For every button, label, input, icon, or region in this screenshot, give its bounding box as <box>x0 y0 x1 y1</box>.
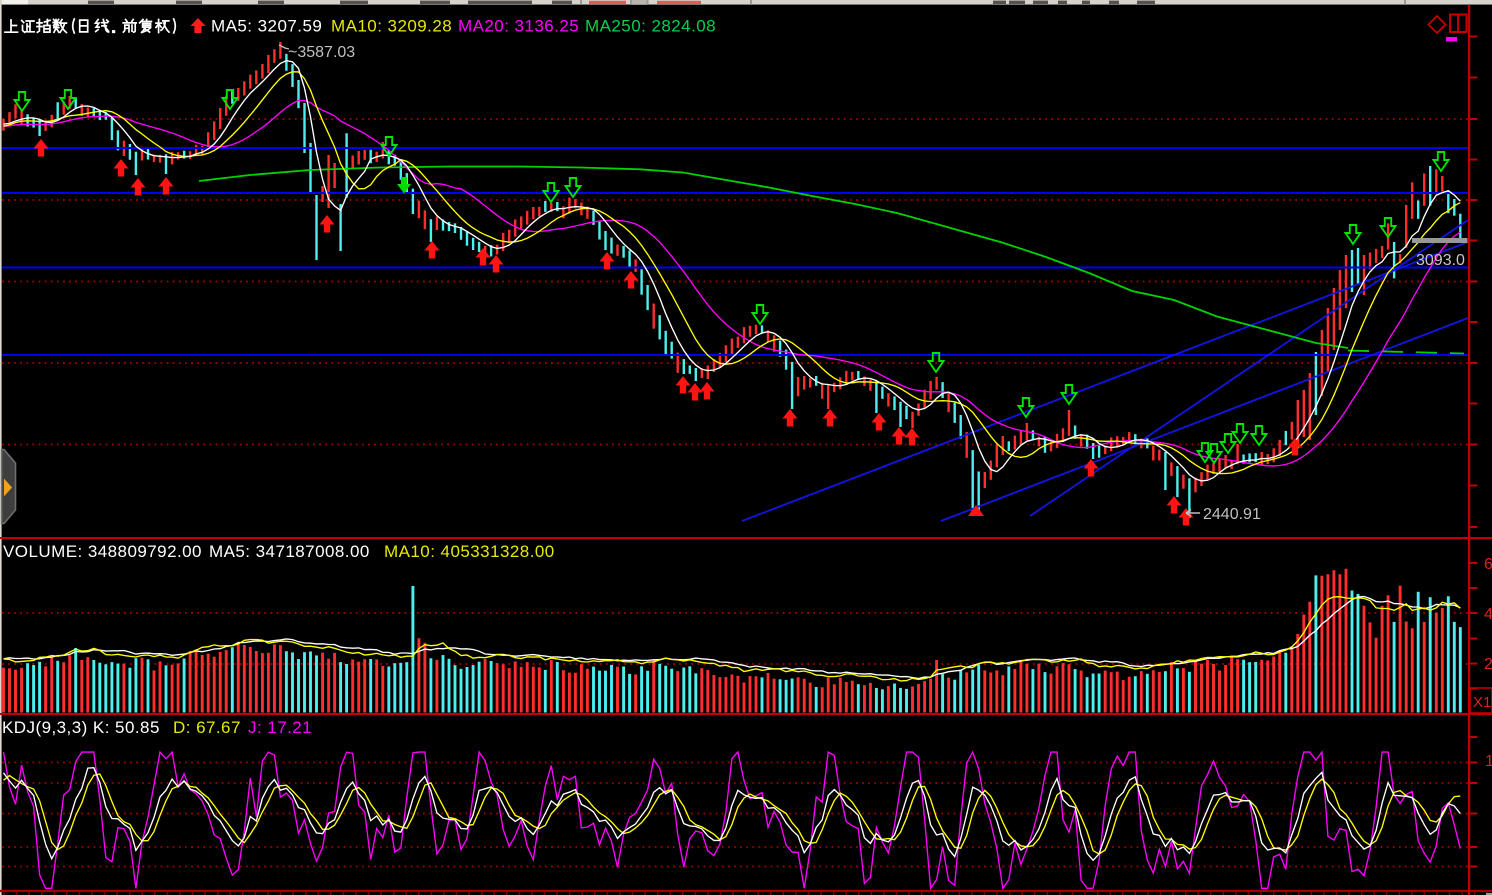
svg-text:KDJ(9,3,3) K: 50.85: KDJ(9,3,3) K: 50.85 <box>2 718 160 737</box>
svg-text:VOLUME: 348809792.00: VOLUME: 348809792.00 <box>3 542 202 561</box>
svg-text:MA20: 3136.25: MA20: 3136.25 <box>458 17 579 36</box>
svg-text:1: 1 <box>1485 753 1492 770</box>
svg-text:D: 67.67: D: 67.67 <box>173 718 241 737</box>
svg-text:MA5: 3207.59: MA5: 3207.59 <box>211 17 322 36</box>
svg-text:3093.0: 3093.0 <box>1416 252 1465 269</box>
svg-text:MA5: 347187008.00: MA5: 347187008.00 <box>209 542 370 561</box>
svg-text:MA10: 405331328.00: MA10: 405331328.00 <box>384 542 555 561</box>
svg-text:J: 17.21: J: 17.21 <box>248 718 312 737</box>
svg-text:4: 4 <box>1484 606 1492 623</box>
svg-text:MA250: 2824.08: MA250: 2824.08 <box>585 17 716 36</box>
svg-text:2440.91: 2440.91 <box>1203 506 1261 523</box>
svg-text:2: 2 <box>1484 656 1492 673</box>
svg-text:MA10: 3209.28: MA10: 3209.28 <box>331 17 452 36</box>
svg-text:~3587.03: ~3587.03 <box>288 44 355 61</box>
svg-text:6: 6 <box>1484 556 1492 573</box>
svg-text:X1: X1 <box>1473 694 1491 711</box>
